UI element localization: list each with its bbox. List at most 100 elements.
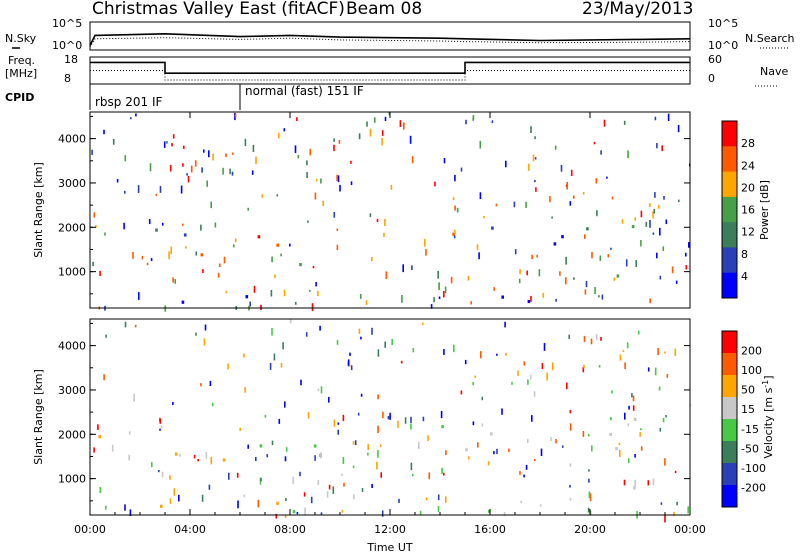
- freq-left-label-2: [MHz]: [5, 67, 37, 80]
- velocity-scatter-cell: [260, 478, 262, 482]
- cpid-row: CPID rbsp 201 IF normal (fast) 151 IF: [5, 84, 364, 110]
- noise-right-label: N.Search: [745, 32, 795, 45]
- power-scatter-cell: [294, 145, 297, 153]
- power-scatter-cell: [333, 144, 335, 152]
- power-colorbar-tick: 12: [741, 226, 755, 239]
- noise-left-tick-bottom: 10^0: [52, 39, 82, 52]
- velocity-scatter-cell: [379, 444, 382, 447]
- power-scatter-cell: [491, 120, 494, 124]
- power-scatter-cell: [168, 251, 170, 260]
- power-scatter-cell: [409, 135, 412, 144]
- power-scatter-cell: [634, 217, 636, 221]
- velocity-scatter-cell: [282, 342, 284, 350]
- time-tick-label: 12:00: [374, 523, 406, 536]
- power-scatter-cell: [358, 133, 361, 140]
- power-scatter-cell: [525, 201, 527, 208]
- power-scatter-cell: [456, 207, 459, 213]
- power-scatter-cell: [671, 266, 674, 274]
- power-scatter-cell: [289, 243, 291, 247]
- velocity-scatter-cell: [204, 324, 207, 331]
- power-scatter-cell: [437, 270, 439, 279]
- velocity-scatter-cell: [352, 465, 355, 468]
- power-scatter-cell: [534, 179, 536, 183]
- velocity-scatter-cell: [664, 351, 666, 354]
- velocity-scatter-cell: [569, 410, 572, 414]
- velocity-scatter-cell: [517, 370, 519, 376]
- power-cell: [586, 227, 589, 231]
- power-scatter-cell: [559, 271, 561, 276]
- power-scatter-cell: [662, 246, 665, 251]
- velocity-scatter-cell: [314, 455, 316, 461]
- velocity-scatter-cell: [647, 367, 650, 372]
- power-scatter-cell: [530, 295, 532, 302]
- power-scatter-cell: [385, 271, 388, 279]
- velocity-scatter-cell: [200, 383, 202, 387]
- power-scatter-cell: [146, 262, 149, 266]
- velocity-scatter-cell: [582, 431, 585, 437]
- velocity-scatter-cell: [380, 472, 382, 478]
- power-scatter-cell: [584, 234, 586, 239]
- power-scatter-cell: [161, 222, 164, 226]
- velocity-colorbar-swatch: [722, 331, 737, 354]
- power-scatter-cell: [678, 199, 680, 203]
- velocity-scatter-cell: [353, 494, 355, 500]
- power-scatter-cell: [390, 184, 393, 190]
- velocity-scatter-cell: [443, 349, 445, 355]
- velocity-scatter-cell: [519, 471, 521, 475]
- velocity-scatter-cell: [129, 509, 132, 516]
- velocity-scatter-cell: [376, 461, 378, 470]
- freq-series-freq: [90, 61, 690, 74]
- velocity-scatter-cell: [243, 494, 246, 498]
- power-scatter-cell: [252, 144, 255, 152]
- power-scatter-cell: [649, 298, 651, 304]
- power-scatter-cell: [315, 282, 317, 287]
- power-scatter-cell: [465, 119, 467, 125]
- power-scatter-cell: [337, 175, 340, 183]
- power-ytick-label: 1000: [58, 266, 86, 279]
- power-scatter-cell: [654, 116, 657, 121]
- velocity-scatter-cell: [587, 507, 590, 513]
- power-scatter-cell: [479, 192, 482, 200]
- power-scatter-cell: [659, 227, 661, 236]
- velocity-scatter-cell: [391, 338, 393, 346]
- power-scatter-cell: [360, 294, 362, 299]
- time-axis: 00:00 04:00 08:00 12:00 16:00 20:00 00:00: [74, 112, 706, 536]
- velocity-scatter-cell: [437, 494, 440, 501]
- velocity-scatter-cell: [300, 379, 302, 386]
- power-scatter-cell: [493, 287, 495, 291]
- velocity-scatter-cell: [628, 405, 630, 410]
- power-scatter-cell: [570, 169, 573, 176]
- velocity-scatter-cell: [341, 473, 343, 476]
- power-scatter-cell: [336, 244, 339, 251]
- velocity-scatter-cell: [665, 415, 667, 418]
- velocity-cell: [160, 504, 163, 508]
- velocity-scatter-cell: [266, 454, 268, 458]
- power-scatter-cell: [596, 210, 598, 217]
- velocity-colorbar-swatch: [722, 397, 737, 420]
- noise-panel: N.Sky 10^5 10^0 N.Search 10^5 10^0: [5, 17, 795, 52]
- velocity-scatter-cell: [622, 350, 625, 353]
- power-scatter-cell: [598, 295, 600, 298]
- velocity-scatter-cell: [647, 480, 650, 486]
- power-scatter-cell: [141, 255, 144, 260]
- power-scatter-cell: [452, 197, 455, 200]
- velocity-scatter-cell: [227, 363, 229, 370]
- noise-panel-frame: [89, 21, 691, 51]
- velocity-scatter-cell: [610, 417, 612, 421]
- velocity-scatter-cell: [598, 365, 601, 368]
- power-scatter-cell: [170, 246, 172, 255]
- velocity-scatter-cell: [337, 429, 339, 435]
- power-scatter-cell: [182, 163, 184, 167]
- velocity-scatter-cell: [624, 412, 626, 420]
- velocity-ytick-label: 3000: [58, 384, 86, 397]
- power-scatter-cell: [317, 290, 319, 297]
- velocity-scatter-cell: [487, 461, 490, 466]
- velocity-scatter-cell: [600, 336, 602, 341]
- velocity-scatter-cell: [381, 510, 384, 517]
- velocity-scatter-cell: [271, 328, 273, 336]
- power-scatter-cell: [613, 277, 616, 281]
- power-scatter-cell: [444, 286, 447, 293]
- power-scatter-cell: [594, 287, 596, 295]
- velocity-scatter-cell: [666, 374, 669, 378]
- power-scatter-cell: [314, 192, 317, 200]
